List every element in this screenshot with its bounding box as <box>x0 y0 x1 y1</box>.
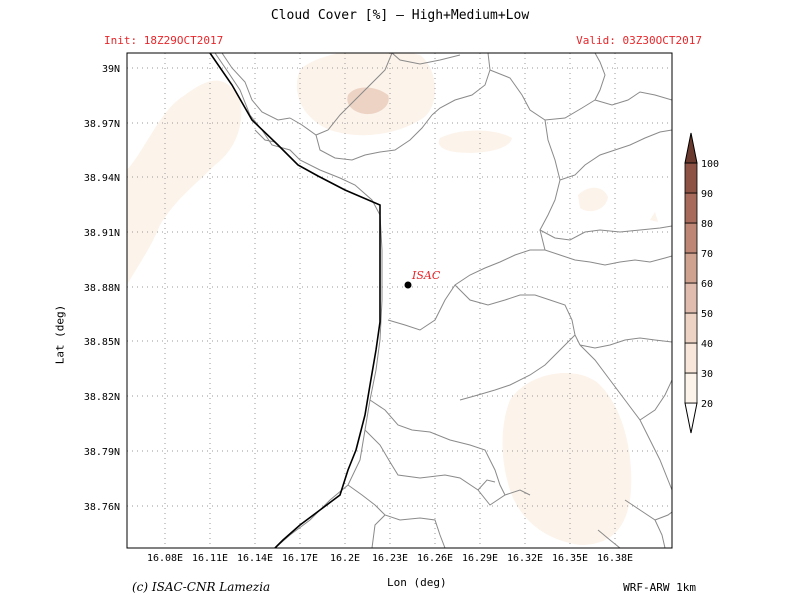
colorbar-box <box>684 342 698 374</box>
colorbar-level-label: 20 <box>701 399 713 410</box>
colorbar-level-label: 80 <box>701 219 713 230</box>
x-tick-label: 16.32E <box>507 553 543 564</box>
colorbar-box <box>684 222 698 254</box>
colorbar-level-label: 50 <box>701 309 713 320</box>
colorbar-level-label: 70 <box>701 249 713 260</box>
y-tick-label: 38.94N <box>84 173 120 184</box>
x-tick-label: 16.11E <box>192 553 228 564</box>
colorbar-level-label: 60 <box>701 279 713 290</box>
colorbar-box <box>684 192 698 224</box>
y-tick-label: 38.88N <box>84 283 120 294</box>
colorbar-box <box>684 162 698 194</box>
y-tick-label: 38.91N <box>84 228 120 239</box>
x-axis-label: Lon (deg) <box>387 576 447 589</box>
y-tick-label: 38.76N <box>84 502 120 513</box>
y-tick-label: 38.79N <box>84 447 120 458</box>
colorbar: 20 30 40 50 60 70 80 90 100 <box>684 132 719 434</box>
admin-boundaries <box>214 53 672 548</box>
cloud-patch-north-dense <box>347 87 389 115</box>
colorbar-box <box>684 372 698 404</box>
x-tick-label: 16.35E <box>552 553 588 564</box>
colorbar-boxes <box>684 132 698 434</box>
cloud-patch-west <box>127 80 242 286</box>
colorbar-upper-arrow <box>684 132 698 164</box>
coastline <box>209 53 381 548</box>
cloud-patch-northeast <box>438 130 512 153</box>
colorbar-level-label: 30 <box>701 369 713 380</box>
x-tick-label: 16.29E <box>462 553 498 564</box>
map-title: Cloud Cover [%] — High+Medium+Low <box>270 8 530 23</box>
colorbar-level-label: 90 <box>701 189 713 200</box>
x-tick-label: 16.08E <box>147 553 183 564</box>
credit-text: (c) ISAC-CNR Lamezia <box>132 580 271 594</box>
x-tick-label: 16.17E <box>282 553 318 564</box>
valid-time: Valid: 03Z30OCT2017 <box>576 34 702 47</box>
cloud-patch-east-small <box>650 212 658 222</box>
y-tick-labels: 39N 38.97N 38.94N 38.91N 38.88N 38.85N 3… <box>84 64 120 513</box>
cloud-patch-southeast <box>502 373 632 545</box>
plot-frame <box>126 52 673 549</box>
y-axis-label: Lat (deg) <box>53 304 67 365</box>
colorbar-lower-arrow <box>684 402 698 434</box>
x-tick-label: 16.23E <box>372 553 408 564</box>
y-tick-label: 38.85N <box>84 337 120 348</box>
x-tick-label: 16.14E <box>237 553 273 564</box>
cloud-cover-shading <box>127 53 658 545</box>
init-time: Init: 18Z29OCT2017 <box>104 34 224 47</box>
colorbar-labels: 20 30 40 50 60 70 80 90 100 <box>701 159 719 410</box>
cloud-patch-east <box>578 187 608 212</box>
y-tick-label: 39N <box>102 64 120 75</box>
y-tick-label: 38.97N <box>84 119 120 130</box>
x-tick-label: 16.38E <box>597 553 633 564</box>
station-marker <box>404 281 412 289</box>
colorbar-level-label: 100 <box>701 159 719 170</box>
station-label: ISAC <box>411 269 441 282</box>
colorbar-box <box>684 252 698 284</box>
colorbar-level-label: 40 <box>701 339 713 350</box>
model-name: WRF-ARW 1km <box>623 581 696 594</box>
colorbar-box <box>684 312 698 344</box>
colorbar-box <box>684 282 698 314</box>
lat-lon-grid <box>127 53 672 548</box>
x-tick-label: 16.2E <box>330 553 360 564</box>
y-tick-label: 38.82N <box>84 392 120 403</box>
x-tick-labels: 16.08E 16.11E 16.14E 16.17E 16.2E 16.23E… <box>147 553 633 564</box>
x-tick-label: 16.26E <box>417 553 453 564</box>
